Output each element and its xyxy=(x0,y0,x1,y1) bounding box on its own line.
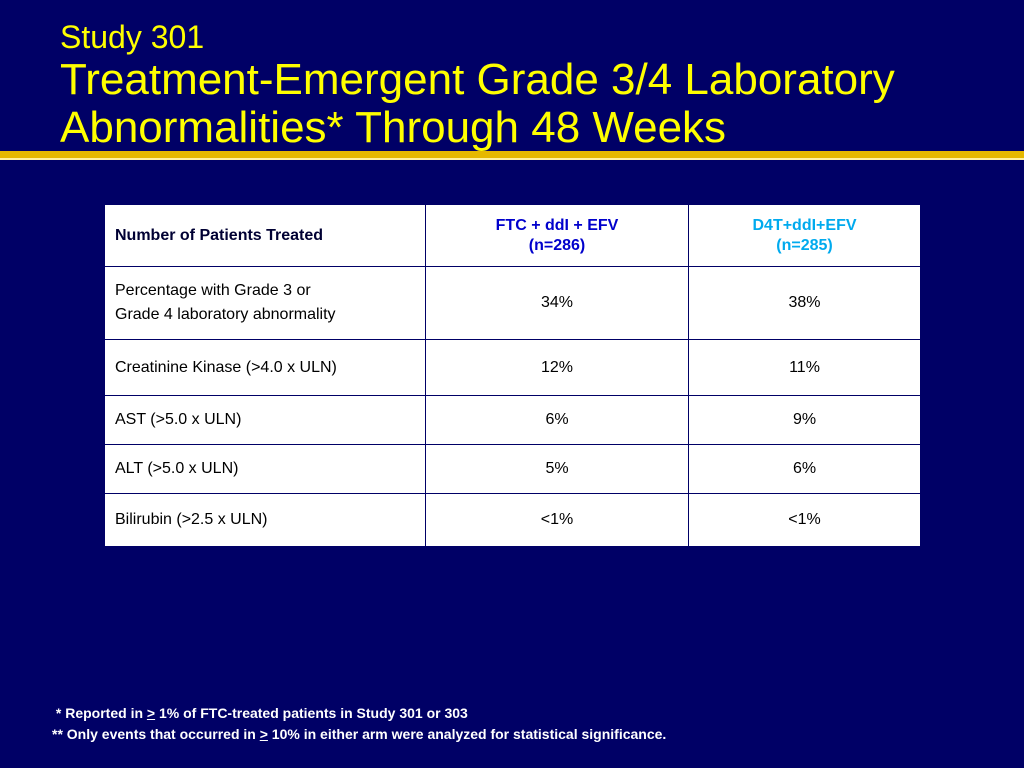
arm-d4t-n: (n=285) xyxy=(776,236,833,254)
lab-abnormalities-table: Number of Patients Treated FTC + ddI + E… xyxy=(104,204,921,547)
title-main: Treatment-Emergent Grade 3/4 Laboratory … xyxy=(60,55,895,152)
slide-title: Study 301 Treatment-Emergent Grade 3/4 L… xyxy=(60,18,1000,152)
footnote-1-suffix: 1% of FTC-treated patients in Study 301 … xyxy=(155,705,468,721)
cell-ftc: 12% xyxy=(425,339,689,396)
cell-ftc: 6% xyxy=(425,395,689,445)
cell-d4t: <1% xyxy=(688,493,921,547)
footnote-1-symbol: > xyxy=(146,705,156,721)
table-row: Percentage with Grade 3 or Grade 4 labor… xyxy=(104,266,921,340)
arm-ftc-n: (n=286) xyxy=(528,236,586,254)
row-label: AST (>5.0 x ULN) xyxy=(104,395,426,445)
title-study: Study 301 xyxy=(60,19,205,55)
row-label: Creatinine Kinase (>4.0 x ULN) xyxy=(104,339,426,396)
cell-d4t: 6% xyxy=(688,444,921,494)
row-label: ALT (>5.0 x ULN) xyxy=(104,444,426,494)
table-header-row: Number of Patients Treated FTC + ddI + E… xyxy=(104,204,921,267)
arm-d4t-name: D4T+ddI+EFV xyxy=(752,216,857,234)
title-divider-highlight xyxy=(0,158,1024,160)
footnote-2-symbol: > xyxy=(259,726,268,742)
footnotes: * Reported in > 1% of FTC-treated patien… xyxy=(52,703,1012,745)
footnote-2: ** Only events that occurred in > 10% in… xyxy=(52,724,1012,745)
title-divider xyxy=(0,151,1024,158)
row-label-line2: Grade 4 laboratory abnormality xyxy=(115,306,336,323)
header-arm-d4t: D4T+ddI+EFV (n=285) xyxy=(688,204,921,267)
cell-ftc: 34% xyxy=(425,266,689,340)
footnote-2-suffix: 10% in either arm were analyzed for stat… xyxy=(267,726,667,742)
row-label: Bilirubin (>2.5 x ULN) xyxy=(104,493,426,547)
table-row: Creatinine Kinase (>4.0 x ULN) 12% 11% xyxy=(104,339,921,396)
cell-d4t: 11% xyxy=(688,339,921,396)
arm-ftc-name: FTC + ddI + EFV xyxy=(495,216,619,234)
footnote-1-prefix: * Reported in xyxy=(55,705,147,721)
row-label-line1: Percentage with Grade 3 or xyxy=(115,282,311,299)
header-arm-ftc: FTC + ddI + EFV (n=286) xyxy=(425,204,689,267)
table-row: AST (>5.0 x ULN) 6% 9% xyxy=(104,395,921,445)
header-label: Number of Patients Treated xyxy=(104,204,426,267)
row-label-grade34: Percentage with Grade 3 or Grade 4 labor… xyxy=(104,266,426,340)
footnote-2-prefix: ** Only events that occurred in xyxy=(52,726,260,742)
footnote-1: * Reported in > 1% of FTC-treated patien… xyxy=(52,703,1012,724)
table-row: Bilirubin (>2.5 x ULN) <1% <1% xyxy=(104,493,921,547)
cell-d4t: 38% xyxy=(688,266,921,340)
cell-d4t: 9% xyxy=(688,395,921,445)
cell-ftc: <1% xyxy=(425,493,689,547)
cell-ftc: 5% xyxy=(425,444,689,494)
table-row: ALT (>5.0 x ULN) 5% 6% xyxy=(104,444,921,494)
